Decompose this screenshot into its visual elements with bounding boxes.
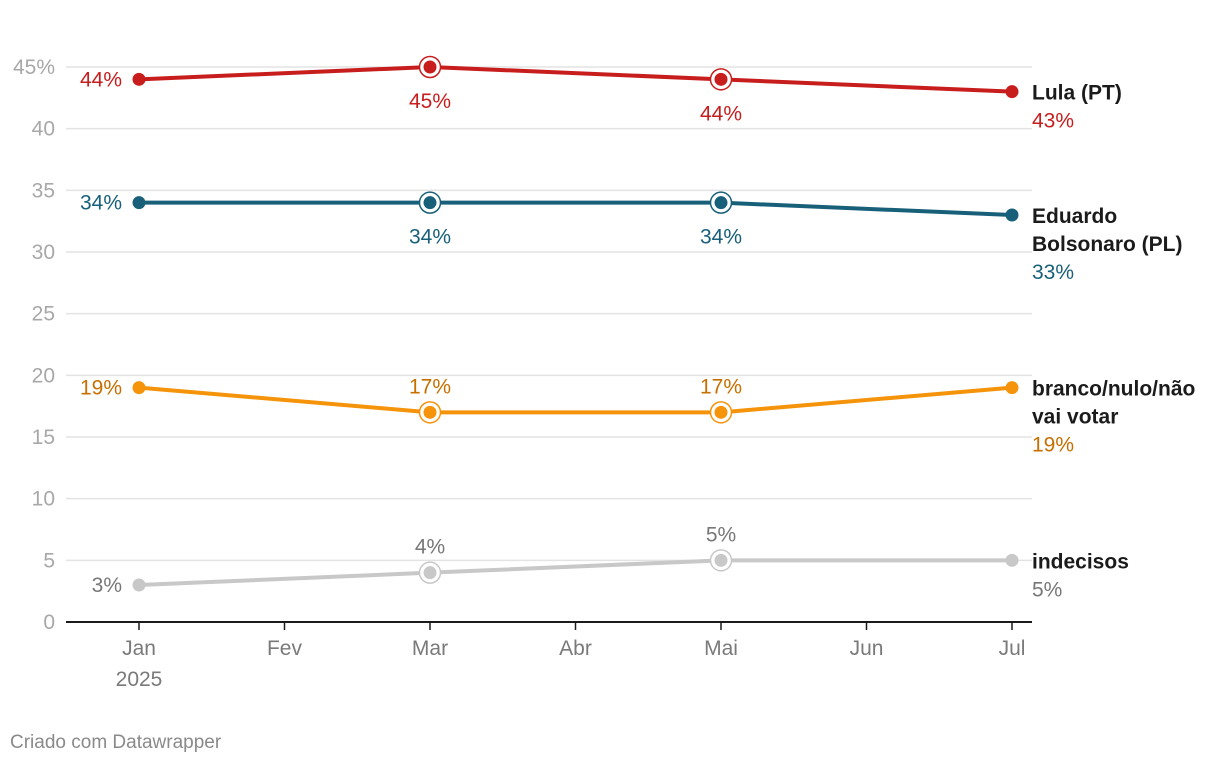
data-label: 45% xyxy=(409,90,451,113)
x-tick-label: Jan xyxy=(122,637,156,660)
data-point xyxy=(423,566,437,580)
series-line xyxy=(137,65,1014,94)
series-end-value: 5% xyxy=(1032,578,1062,601)
y-tick-label: 40 xyxy=(32,118,55,141)
data-point xyxy=(132,196,146,210)
series-name-label: branco/nulo/não xyxy=(1032,378,1195,401)
data-label: 17% xyxy=(700,375,742,398)
data-point xyxy=(1005,208,1019,222)
series-name-label: Bolsonaro (PL) xyxy=(1032,233,1183,256)
y-tick-label: 15 xyxy=(32,426,55,449)
y-axis-ticks: 0 5 10 15 20 25 30 35 40 45% xyxy=(13,56,55,634)
series-name-label: Eduardo xyxy=(1032,205,1117,228)
y-tick-label: 5 xyxy=(43,549,55,572)
data-label: 5% xyxy=(706,523,736,546)
data-point xyxy=(714,196,728,210)
data-label: 3% xyxy=(92,574,122,597)
series-line xyxy=(137,200,1014,217)
credit-text: Criado com Datawrapper xyxy=(10,732,222,753)
series-end-labels: Lula (PT) 43% Eduardo Bolsonaro (PL) 33% bran… xyxy=(1032,82,1195,602)
series-line xyxy=(137,385,1014,415)
series-name-label: Lula (PT) xyxy=(1032,82,1122,105)
data-point xyxy=(1005,553,1019,567)
y-tick-label: 25 xyxy=(32,303,55,326)
y-tick-label: 30 xyxy=(32,241,55,264)
x-tick-label: Mai xyxy=(704,637,738,660)
y-tick-label: 45% xyxy=(13,56,55,79)
data-point xyxy=(1005,381,1019,395)
data-point xyxy=(423,60,437,74)
data-point xyxy=(714,72,728,86)
y-tick-label: 0 xyxy=(43,611,55,634)
data-label: 34% xyxy=(700,226,742,249)
gridlines xyxy=(66,66,1032,562)
y-tick-label: 10 xyxy=(32,488,55,511)
series-line xyxy=(137,558,1014,587)
series-end-value: 43% xyxy=(1032,110,1074,133)
data-label: 34% xyxy=(409,226,451,249)
x-tick-label: Abr xyxy=(559,637,592,660)
data-point xyxy=(714,405,728,419)
data-point xyxy=(132,578,146,592)
series-name-label: indecisos xyxy=(1032,550,1129,573)
y-tick-label: 20 xyxy=(32,364,55,387)
data-point xyxy=(132,381,146,395)
x-axis: Jan Fev Mar Abr Mai Jun Jul 2025 xyxy=(66,621,1032,691)
x-tick-label: Jul xyxy=(999,637,1026,660)
data-point xyxy=(714,553,728,567)
data-label: 4% xyxy=(415,536,445,559)
data-label: 17% xyxy=(409,375,451,398)
series-points xyxy=(132,55,1019,592)
data-label: 19% xyxy=(80,377,122,400)
series-lines xyxy=(137,65,1014,587)
data-point xyxy=(423,405,437,419)
x-year-label: 2025 xyxy=(116,668,163,691)
series-name-label: vai votar xyxy=(1032,406,1118,429)
data-label: 44% xyxy=(700,102,742,125)
x-tick-label: Fev xyxy=(267,637,303,660)
data-label: 34% xyxy=(80,192,122,215)
series-end-value: 33% xyxy=(1032,261,1074,284)
data-point xyxy=(423,196,437,210)
data-point xyxy=(132,72,146,86)
y-tick-label: 35 xyxy=(32,179,55,202)
data-labels: 44% 45% 44% 34% 34% 34% 19% 17% 17% 3% 4% 5% xyxy=(80,68,742,597)
x-tick-label: Jun xyxy=(850,637,884,660)
data-label: 44% xyxy=(80,68,122,91)
data-point xyxy=(1005,85,1019,99)
series-end-value: 19% xyxy=(1032,434,1074,457)
x-tick-label: Mar xyxy=(412,637,448,660)
